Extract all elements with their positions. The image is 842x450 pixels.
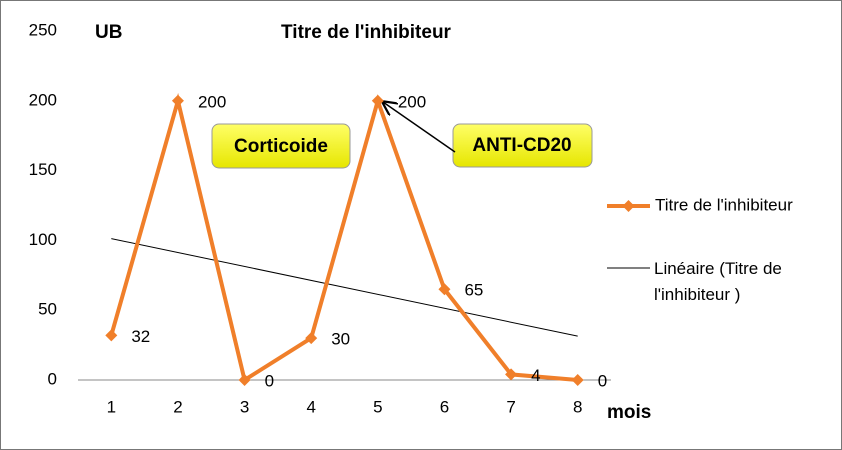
legend-marker (622, 200, 635, 212)
data-label: 0 (598, 371, 607, 390)
x-tick-label: 1 (107, 397, 116, 416)
annotation: Corticoide (234, 136, 328, 157)
data-label: 200 (198, 92, 226, 111)
y-tick-label: 100 (29, 230, 57, 249)
marker (238, 374, 251, 386)
data-label: 30 (331, 330, 350, 349)
arrow (383, 102, 456, 153)
y-tick-label: 0 (48, 369, 57, 388)
marker (105, 329, 118, 342)
data-label: 4 (531, 366, 540, 385)
y-tick-label: 250 (29, 20, 57, 39)
annotation-box (452, 123, 593, 168)
legend-label: Linéaire (Titre de l'inhibiteur ) (654, 259, 782, 304)
data-label: 32 (131, 327, 150, 346)
data-label: 0 (265, 371, 274, 390)
chart-title: Titre de l'inhibiteur (281, 22, 452, 43)
marker (371, 94, 384, 107)
trendline (111, 238, 578, 337)
y-tick-label: 200 (29, 90, 57, 109)
marker (505, 368, 518, 381)
x-tick-label: 4 (306, 397, 315, 416)
marker (305, 332, 318, 345)
marker (571, 374, 584, 386)
x-tick-label: 7 (506, 397, 515, 416)
data-label: 65 (464, 281, 483, 300)
x-tick-label: 5 (373, 397, 382, 416)
marker (438, 283, 451, 296)
data-label: 200 (398, 92, 426, 111)
x-tick-label: 8 (573, 397, 582, 416)
legend-label: Titre de l'inhibiteur (655, 195, 793, 214)
x-axis-label: mois (607, 402, 651, 423)
x-tick-label: 6 (440, 397, 449, 416)
y-tick-label: 50 (38, 300, 57, 319)
x-tick-label: 2 (173, 397, 182, 416)
marker (171, 94, 184, 107)
y-axis-label: UB (95, 22, 122, 43)
series-line (109, 92, 578, 384)
annotation-box (211, 123, 351, 169)
y-tick-label: 150 (29, 160, 57, 179)
x-tick-label: 3 (240, 397, 249, 416)
annotation: ANTI-CD20 (472, 135, 571, 156)
